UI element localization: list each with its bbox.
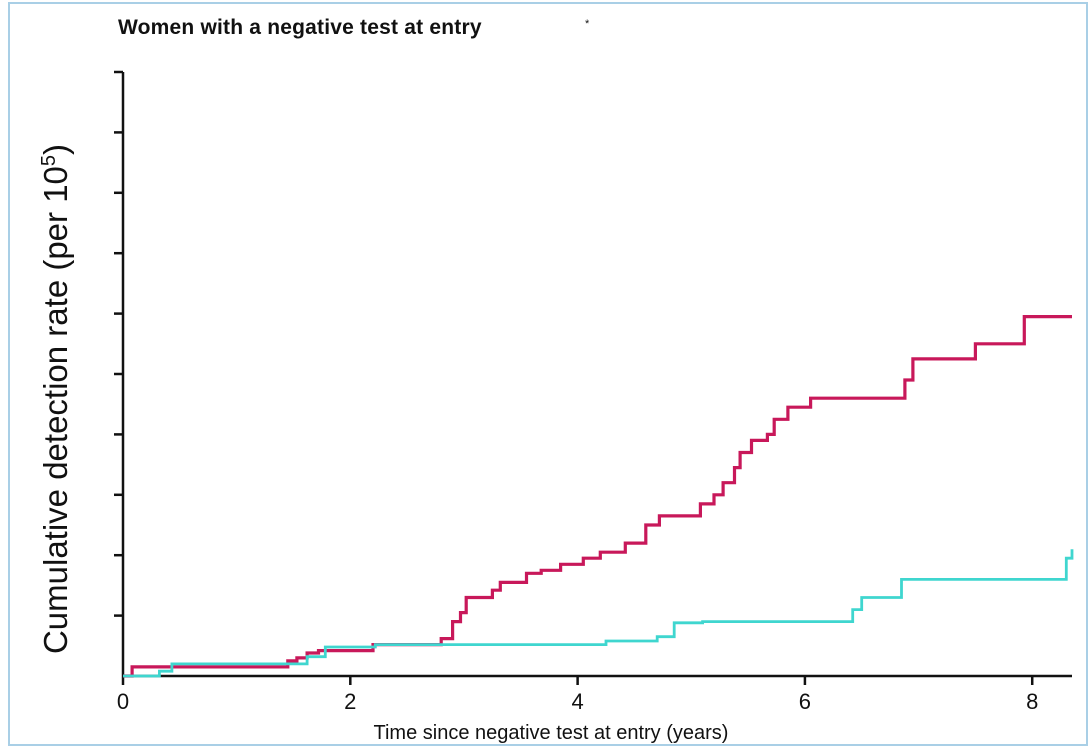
chart-title-footnote-mark: * xyxy=(585,18,590,30)
x-tick-label-0: 0 xyxy=(117,689,129,714)
x-tick-label-3: 6 xyxy=(799,689,811,714)
chart-title: Women with a negative test at entry xyxy=(118,16,482,39)
chart-frame xyxy=(8,2,1088,746)
x-tick-label-4: 8 xyxy=(1026,689,1038,714)
series-line-1 xyxy=(123,549,1074,678)
x-tick-label-1: 2 xyxy=(344,689,356,714)
series-line-0 xyxy=(123,315,1072,678)
x-tick-label-2: 4 xyxy=(571,689,583,714)
x-axis-label: Time since negative test at entry (years… xyxy=(373,722,729,744)
